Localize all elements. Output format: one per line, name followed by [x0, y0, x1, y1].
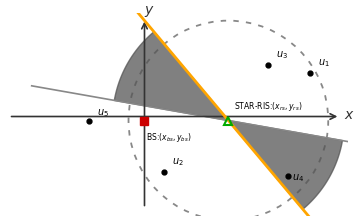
Polygon shape: [228, 121, 342, 209]
Text: $u_{3}$: $u_{3}$: [276, 49, 288, 60]
Text: $u_{2}$: $u_{2}$: [172, 157, 184, 168]
Text: BS:$(x_{bs},y_{bs})$: BS:$(x_{bs},y_{bs})$: [147, 131, 192, 144]
Text: x: x: [344, 108, 353, 121]
Text: $u_{4}$: $u_{4}$: [292, 173, 304, 184]
Text: $u_{1}$: $u_{1}$: [318, 57, 330, 69]
Polygon shape: [114, 32, 228, 121]
Text: $u_{5}$: $u_{5}$: [97, 107, 108, 118]
Text: STAR-RIS:$(x_{rs},y_{rs})$: STAR-RIS:$(x_{rs},y_{rs})$: [234, 99, 303, 112]
Text: y: y: [144, 3, 153, 17]
